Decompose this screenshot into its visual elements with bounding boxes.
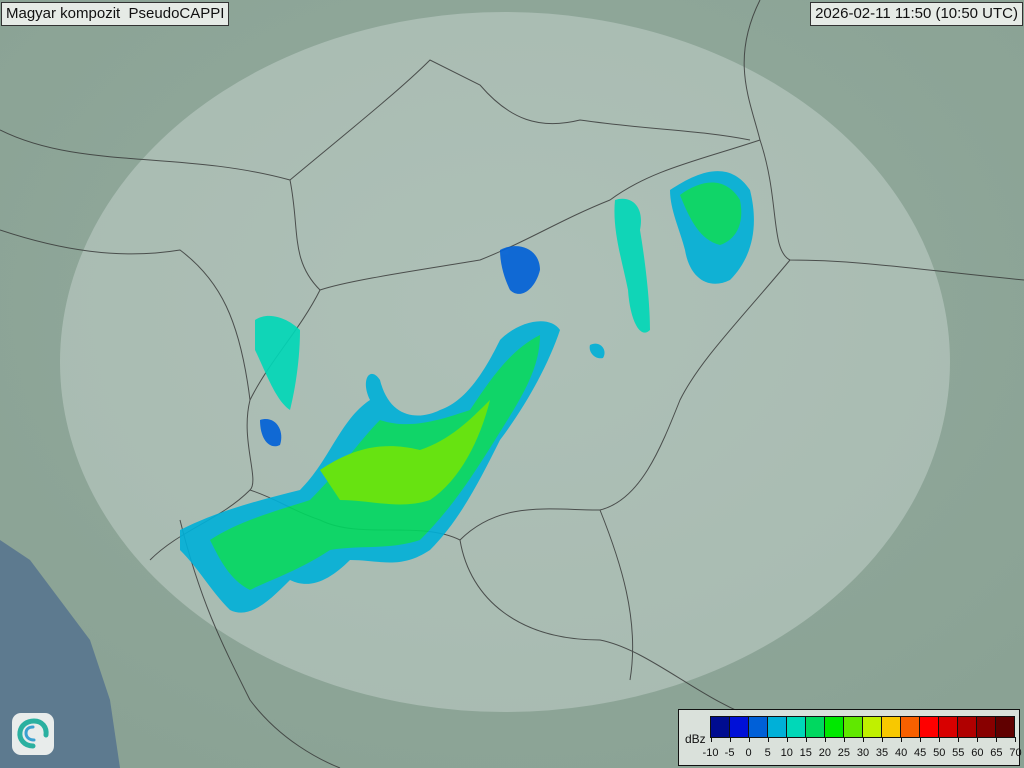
- legend-swatch: [939, 717, 958, 737]
- legend-tick-label: -10: [702, 747, 719, 759]
- legend-swatch: [882, 717, 901, 737]
- legend-tick-label: 35: [875, 747, 889, 759]
- legend-swatch: [730, 717, 749, 737]
- legend-tick-mark: [958, 737, 960, 742]
- legend-swatch: [844, 717, 863, 737]
- legend-tick-mark: [767, 737, 769, 742]
- legend-tick-label: 70: [1009, 747, 1022, 759]
- legend-tick-label: 55: [952, 747, 965, 759]
- legend-swatch: [901, 717, 920, 737]
- legend-tick-label: 45: [914, 747, 927, 759]
- legend-color-scale: [710, 716, 1015, 738]
- legend-swatch: [863, 717, 882, 737]
- product-title: Magyar kompozit PseudoCAPPI: [1, 2, 230, 26]
- precipitation-echoes: [180, 171, 754, 613]
- legend-tick-label: 40: [894, 747, 908, 759]
- legend-tick-mark: [882, 737, 884, 742]
- legend-tick-mark: [805, 737, 807, 742]
- legend-swatch: [825, 717, 844, 737]
- legend-tick-label: -5: [724, 747, 735, 759]
- legend-tick-mark: [843, 737, 845, 742]
- legend-swatch: [996, 717, 1014, 737]
- legend-swatch: [806, 717, 825, 737]
- legend-tick-mark: [1015, 737, 1017, 742]
- legend-tick-mark: [748, 737, 750, 742]
- legend-tick-label: 60: [971, 747, 984, 759]
- legend-tick-label: 50: [933, 747, 946, 759]
- legend-tick-label: 30: [856, 747, 870, 759]
- legend-tick-label: 5: [764, 747, 771, 759]
- legend-tick-mark: [996, 737, 998, 742]
- legend-swatch: [749, 717, 768, 737]
- legend-tick-mark: [939, 737, 941, 742]
- legend-swatch: [787, 717, 806, 737]
- legend-swatch: [711, 717, 730, 737]
- legend-swatch: [958, 717, 977, 737]
- legend-tick-label: 20: [818, 747, 831, 759]
- legend-tick-mark: [824, 737, 826, 742]
- legend-tick-mark: [710, 737, 712, 742]
- legend-tick-mark: [862, 737, 864, 742]
- legend-tick-mark: [786, 737, 788, 742]
- timestamp-label: 2026-02-11 11:50 (10:50 UTC): [810, 2, 1023, 26]
- legend-tick-label: 10: [780, 747, 793, 759]
- legend-tick-mark: [729, 737, 731, 742]
- legend-tick-label: 65: [990, 747, 1003, 759]
- swirl-logo-icon[interactable]: [12, 713, 54, 755]
- legend-swatch: [920, 717, 939, 737]
- legend-tick-mark: [901, 737, 903, 742]
- legend-tick-label: 25: [837, 747, 851, 759]
- legend-swatch: [768, 717, 787, 737]
- dbz-legend: dBz -10 -5 0 5 10 15 20 25 30 35 40 45 50 55 60 65 70: [678, 709, 1022, 766]
- legend-tick-label: 15: [799, 747, 812, 759]
- legend-swatch: [977, 717, 996, 737]
- legend-tick-label: 0: [745, 747, 752, 759]
- legend-tick-mark: [920, 737, 922, 742]
- legend-unit: dBz: [685, 732, 706, 746]
- legend-ticks: -10 -5 0 5 10 15 20 25 30 35 40 45 50 55 60 65 70: [703, 737, 1022, 763]
- adriatic-sea: [0, 540, 120, 768]
- legend-tick-mark: [977, 737, 979, 742]
